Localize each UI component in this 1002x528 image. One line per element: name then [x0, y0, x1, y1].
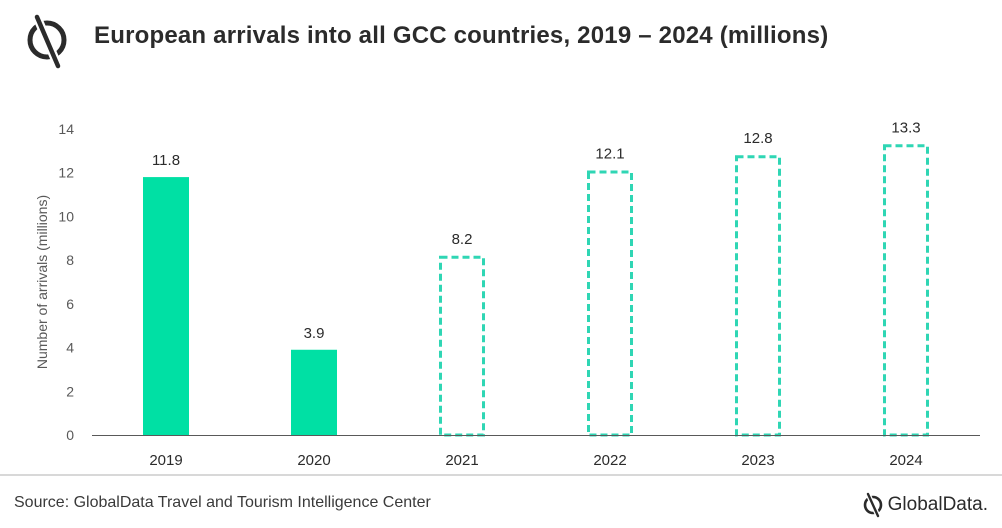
data-label: 12.8: [743, 130, 772, 147]
bar-chart: Number of arrivals (millions) 0 2 4 6 8 10 12 1…: [34, 119, 980, 469]
data-label: 12.1: [595, 146, 624, 163]
footer-divider: [0, 474, 1002, 476]
forecast-bar: [883, 144, 929, 437]
y-tick-label: 10: [58, 208, 74, 224]
data-label: 3.9: [304, 325, 325, 342]
header: European arrivals into all GCC countries…: [0, 0, 1002, 90]
forecast-bar: [587, 170, 633, 437]
x-tick-label: 2019: [149, 452, 182, 469]
data-label: 8.2: [452, 231, 473, 248]
x-tick-label: 2023: [741, 452, 774, 469]
actual-bar: [291, 349, 337, 435]
x-tick-label: 2020: [297, 452, 330, 469]
data-label: 11.8: [152, 152, 180, 169]
globaldata-logo-icon: [27, 14, 67, 69]
y-axis-label: Number of arrivals (millions): [34, 195, 50, 369]
forecast-bar: [735, 155, 781, 437]
actual-bar: [143, 177, 189, 436]
y-tick-label: 4: [66, 340, 74, 356]
y-tick-label: 12: [58, 165, 74, 181]
y-tick-label: 6: [66, 296, 74, 312]
y-tick-label: 2: [66, 383, 74, 399]
data-label: 13.3: [891, 119, 920, 136]
brand-logo: GlobalData.: [862, 490, 988, 520]
y-tick-label: 0: [66, 427, 74, 443]
chart-title: European arrivals into all GCC countries…: [94, 22, 829, 49]
x-tick-label: 2024: [889, 452, 922, 469]
brand-name: GlobalData.: [887, 494, 988, 515]
forecast-bar: [439, 255, 485, 437]
x-tick-label: 2021: [445, 452, 478, 469]
globaldata-brand-icon: [863, 492, 882, 518]
y-tick-label: 14: [58, 121, 74, 137]
x-tick-label: 2022: [593, 452, 626, 469]
source-note: Source: GlobalData Travel and Tourism In…: [14, 494, 431, 511]
y-tick-label: 8: [66, 252, 74, 268]
